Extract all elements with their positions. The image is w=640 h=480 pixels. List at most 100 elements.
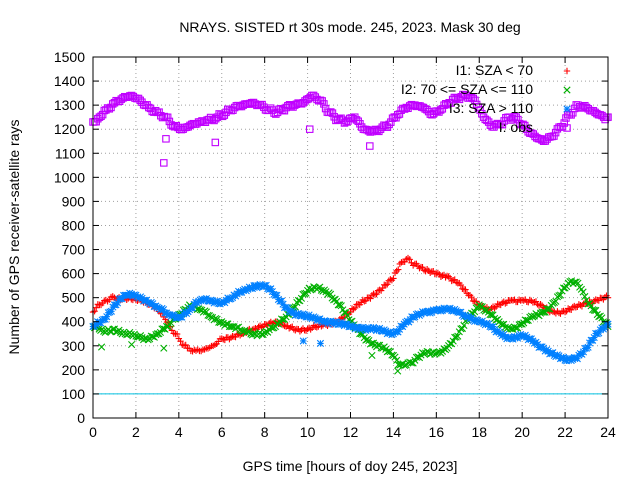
data-point-i1 xyxy=(395,266,402,273)
data-point-i1 xyxy=(568,306,575,313)
legend-label-obs: I: obs xyxy=(499,119,533,135)
data-point-i1 xyxy=(94,301,102,308)
data-point-i3 xyxy=(212,298,220,306)
data-point-i2 xyxy=(441,346,450,354)
legend-label-i2: I2: 70 <= SZA <= 110 xyxy=(401,81,533,97)
data-point-i2 xyxy=(258,330,266,338)
data-point-i3 xyxy=(495,328,503,336)
data-point-i3 xyxy=(354,323,362,331)
data-point-i3 xyxy=(506,333,514,342)
legend-sample-obs xyxy=(563,124,571,132)
data-point-i2 xyxy=(572,278,580,286)
data-point-i1 xyxy=(526,296,534,304)
data-point-i1 xyxy=(356,301,363,308)
data-point-i3 xyxy=(273,291,281,299)
data-point-i3 xyxy=(595,329,603,337)
x-tick-label: 0 xyxy=(89,424,97,440)
data-point-i1 xyxy=(564,305,572,312)
data-point-obs xyxy=(320,100,328,108)
data-point-obs xyxy=(569,109,577,117)
data-point-obs xyxy=(218,112,227,121)
data-point-i1 xyxy=(377,287,385,294)
data-point-i3 xyxy=(291,311,299,319)
y-tick-label: 800 xyxy=(62,217,86,233)
data-point-i3 xyxy=(290,309,298,317)
data-point-i2 xyxy=(393,356,401,364)
x-tick-label: 14 xyxy=(386,424,402,440)
data-point-i1 xyxy=(453,279,460,286)
data-point-i3 xyxy=(392,327,401,335)
data-point-i3 xyxy=(162,309,171,317)
outlier-point xyxy=(160,344,168,352)
data-point-i1 xyxy=(538,302,546,309)
data-point-i3 xyxy=(431,307,439,315)
y-tick-label: 700 xyxy=(62,242,86,258)
data-point-i3 xyxy=(573,355,581,363)
data-point-i3 xyxy=(509,335,517,343)
data-point-i3 xyxy=(173,314,181,322)
y-tick-label: 300 xyxy=(62,338,86,354)
data-point-i1 xyxy=(592,296,599,303)
chart-title: NRAYS. SISTED rt 30s mode. 245, 2023. Ma… xyxy=(179,19,520,35)
data-point-i3 xyxy=(544,347,552,355)
data-point-i1 xyxy=(182,341,189,349)
data-point-obs xyxy=(467,93,476,102)
data-point-i2 xyxy=(452,333,460,341)
data-point-i3 xyxy=(376,324,384,332)
data-point-i1 xyxy=(472,298,480,305)
outlier-points xyxy=(97,125,402,375)
data-point-i1 xyxy=(365,294,373,301)
data-point-i3 xyxy=(576,350,584,358)
data-point-i3 xyxy=(420,309,428,317)
data-point-i1 xyxy=(532,298,540,305)
data-point-i3 xyxy=(417,310,425,318)
data-point-i1 xyxy=(91,308,98,315)
data-point-i3 xyxy=(334,320,342,329)
data-point-i3 xyxy=(267,285,275,293)
series-i2 xyxy=(89,277,612,370)
data-point-i3 xyxy=(563,357,571,365)
data-point-i3 xyxy=(113,299,122,307)
data-point-obs xyxy=(527,129,536,138)
data-point-i2 xyxy=(527,312,535,320)
data-point-i1 xyxy=(227,334,235,341)
data-point-i3 xyxy=(584,343,592,351)
data-point-i1 xyxy=(419,264,426,271)
x-tick-label: 12 xyxy=(343,424,359,440)
data-point-i3 xyxy=(159,306,168,314)
data-point-i1 xyxy=(373,290,380,298)
data-point-i2 xyxy=(579,288,587,296)
x-tick-label: 24 xyxy=(600,424,616,440)
x-tick-label: 8 xyxy=(261,424,269,440)
data-point-i2 xyxy=(590,306,598,314)
data-point-i3 xyxy=(265,285,273,294)
outlier-point xyxy=(128,341,136,349)
data-point-i2 xyxy=(543,305,551,313)
data-point-i1 xyxy=(367,295,374,302)
data-point-i1 xyxy=(515,296,523,303)
data-point-i3 xyxy=(474,316,482,325)
data-point-i1 xyxy=(509,297,517,304)
data-point-i3 xyxy=(302,313,310,321)
data-point-i3 xyxy=(268,287,276,296)
x-tick-label: 2 xyxy=(132,424,140,440)
data-point-i1 xyxy=(502,300,509,307)
data-point-i3 xyxy=(394,328,402,336)
data-point-i3 xyxy=(478,317,486,325)
data-point-i3 xyxy=(233,290,241,298)
legend-sample-i2 xyxy=(563,86,571,94)
y-tick-label: 500 xyxy=(62,290,86,306)
data-point-i3 xyxy=(97,319,105,327)
x-tick-label: 18 xyxy=(471,424,487,440)
outlier-point xyxy=(305,125,314,133)
x-tick-label: 6 xyxy=(218,424,226,440)
data-point-i3 xyxy=(555,352,563,360)
data-point-i1 xyxy=(302,327,310,334)
y-tick-label: 1500 xyxy=(54,49,85,65)
data-point-i2 xyxy=(409,359,417,367)
data-point-i1 xyxy=(561,308,569,316)
data-point-i2 xyxy=(555,292,563,300)
data-point-i3 xyxy=(259,283,267,291)
